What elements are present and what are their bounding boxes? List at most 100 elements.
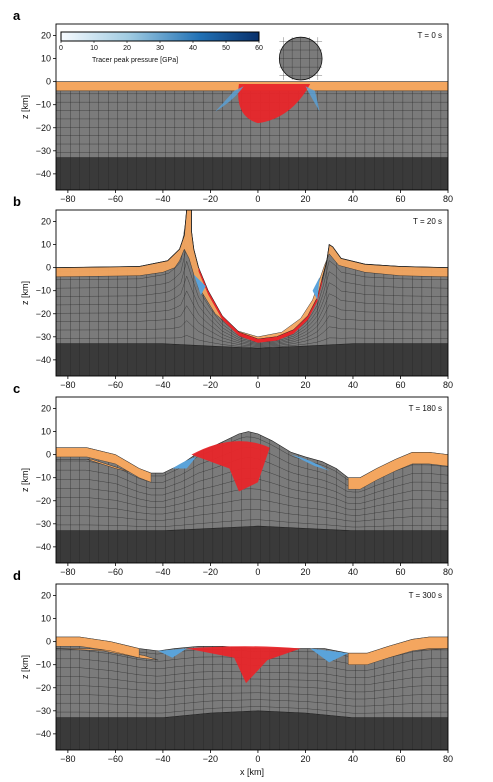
- axes-frame: [55, 396, 449, 564]
- y-tick-label: 10: [41, 427, 51, 437]
- panel-label: a: [13, 8, 21, 23]
- high-pressure-zone: [186, 646, 301, 684]
- x-tick-label: −80: [60, 194, 75, 204]
- y-tick-label: −30: [36, 332, 51, 342]
- crater-surface: [56, 210, 448, 340]
- high-pressure-zone: [191, 441, 270, 492]
- colorbar-tick-label: 40: [189, 45, 197, 52]
- y-tick-label: 0: [46, 450, 51, 460]
- y-tick-label: −20: [36, 123, 51, 133]
- panel-label: b: [13, 194, 21, 209]
- low-pressure-zone-right: [310, 648, 349, 663]
- y-tick-label: −40: [36, 542, 51, 552]
- panel-d: −80 −60 −40 −20 0 20 40 60 80 20 10 0 −10 −20 −30 −40 z …: [13, 568, 453, 777]
- x-tick-label: 20: [300, 194, 310, 204]
- x-tick-label: 80: [443, 194, 453, 204]
- panel-a: −80 −60 −40 −20 0 20 40 60 80 20 10 0 −10 −20 −30 −40 z …: [13, 8, 453, 204]
- x-tick-label: 20: [300, 567, 310, 577]
- y-tick-label: 10: [41, 54, 51, 64]
- y-tick-label: 20: [41, 31, 51, 41]
- crust-band-left: [56, 447, 152, 483]
- lower-layer: [56, 526, 448, 563]
- panel-label: c: [13, 381, 20, 396]
- low-pressure-zone-right: [312, 276, 320, 300]
- x-tick-label: 60: [395, 754, 405, 764]
- x-tick-label: 60: [395, 380, 405, 390]
- y-tick-label: 20: [41, 591, 51, 601]
- x-tick-label: 40: [348, 567, 358, 577]
- x-tick-label: 0: [255, 380, 260, 390]
- x-tick-label: 60: [395, 567, 405, 577]
- x-tick-label: 20: [300, 754, 310, 764]
- x-tick-label: 40: [348, 194, 358, 204]
- x-tick-label: 80: [443, 567, 453, 577]
- colorbar-tick-label: 50: [222, 45, 230, 52]
- y-tick-label: 20: [41, 404, 51, 414]
- y-tick-label: −40: [36, 729, 51, 739]
- panel-b: −80 −60 −40 −20 0 20 40 60 80 20 10 0 −10 −20 −30 −40 z …: [13, 194, 453, 390]
- x-tick-label: −20: [203, 194, 218, 204]
- colorbar: Tracer peak pressure [GPa] 0 10 20 30 40 50 60: [59, 31, 263, 64]
- lower-layer: [56, 343, 448, 376]
- colorbar-tick-label: 0: [59, 45, 63, 52]
- low-pressure-zone-right: [291, 454, 330, 471]
- x-tick-label: 40: [348, 754, 358, 764]
- time-label: T = 20 s: [413, 217, 442, 226]
- time-label: T = 180 s: [409, 404, 442, 413]
- panel-label: d: [13, 568, 21, 583]
- high-pressure-zone: [238, 83, 311, 124]
- x-tick-label: 0: [255, 754, 260, 764]
- x-tick-label: 80: [443, 380, 453, 390]
- x-tick-label: −20: [203, 754, 218, 764]
- y-tick-label: −20: [36, 683, 51, 693]
- y-tick-label: −40: [36, 355, 51, 365]
- x-axis-label: x [km]: [240, 767, 264, 777]
- panel-a-body: [56, 24, 448, 190]
- y-tick-label: 10: [41, 240, 51, 250]
- crust-band-left: [56, 636, 140, 659]
- axes-frame: [55, 23, 449, 191]
- y-tick-label: −10: [36, 100, 51, 110]
- x-tick-label: −20: [203, 567, 218, 577]
- y-axis-label: z [km]: [20, 281, 30, 305]
- y-tick-label: −10: [36, 473, 51, 483]
- time-label: T = 0 s: [417, 31, 442, 40]
- y-axis-label: z [km]: [20, 95, 30, 119]
- x-tick-label: −40: [155, 380, 170, 390]
- y-axis-label: z [km]: [20, 655, 30, 679]
- y-tick-label: −30: [36, 706, 51, 716]
- x-tick-label: −40: [155, 194, 170, 204]
- y-axis-label: z [km]: [20, 468, 30, 492]
- y-tick-label: −20: [36, 496, 51, 506]
- axes-frame: [55, 583, 449, 751]
- y-tick-label: −10: [36, 286, 51, 296]
- x-tick-label: −60: [108, 194, 123, 204]
- x-tick-label: −60: [108, 754, 123, 764]
- colorbar-tick-label: 60: [255, 45, 263, 52]
- x-tick-label: 80: [443, 754, 453, 764]
- colorbar-label: Tracer peak pressure [GPa]: [92, 57, 178, 64]
- x-tick-label: 0: [255, 567, 260, 577]
- colorbar-tick-label: 30: [156, 45, 164, 52]
- x-tick-label: −80: [60, 380, 75, 390]
- crust-left: [56, 648, 159, 661]
- x-tick-label: −60: [108, 380, 123, 390]
- y-tick-label: −30: [36, 146, 51, 156]
- high-pressure-lining: [198, 267, 323, 343]
- crust-band-right: [348, 452, 448, 490]
- panel-c: −80 −60 −40 −20 0 20 40 60 80 20 10 0 −10 −20 −30 −40 z …: [13, 381, 453, 577]
- lower-layer: [56, 710, 448, 750]
- x-tick-label: −40: [155, 567, 170, 577]
- panel-d-body: [56, 584, 448, 750]
- x-tick-label: 60: [395, 194, 405, 204]
- panel-b-body: [56, 210, 448, 376]
- colorbar-gradient: [60, 31, 260, 42]
- x-tick-label: −80: [60, 567, 75, 577]
- panel-c-body: [56, 397, 448, 563]
- colorbar-tick-label: 10: [90, 45, 98, 52]
- y-tick-label: 0: [46, 637, 51, 647]
- y-tick-label: 20: [41, 217, 51, 227]
- low-pressure-zone-left: [215, 86, 244, 112]
- x-tick-label: −40: [155, 754, 170, 764]
